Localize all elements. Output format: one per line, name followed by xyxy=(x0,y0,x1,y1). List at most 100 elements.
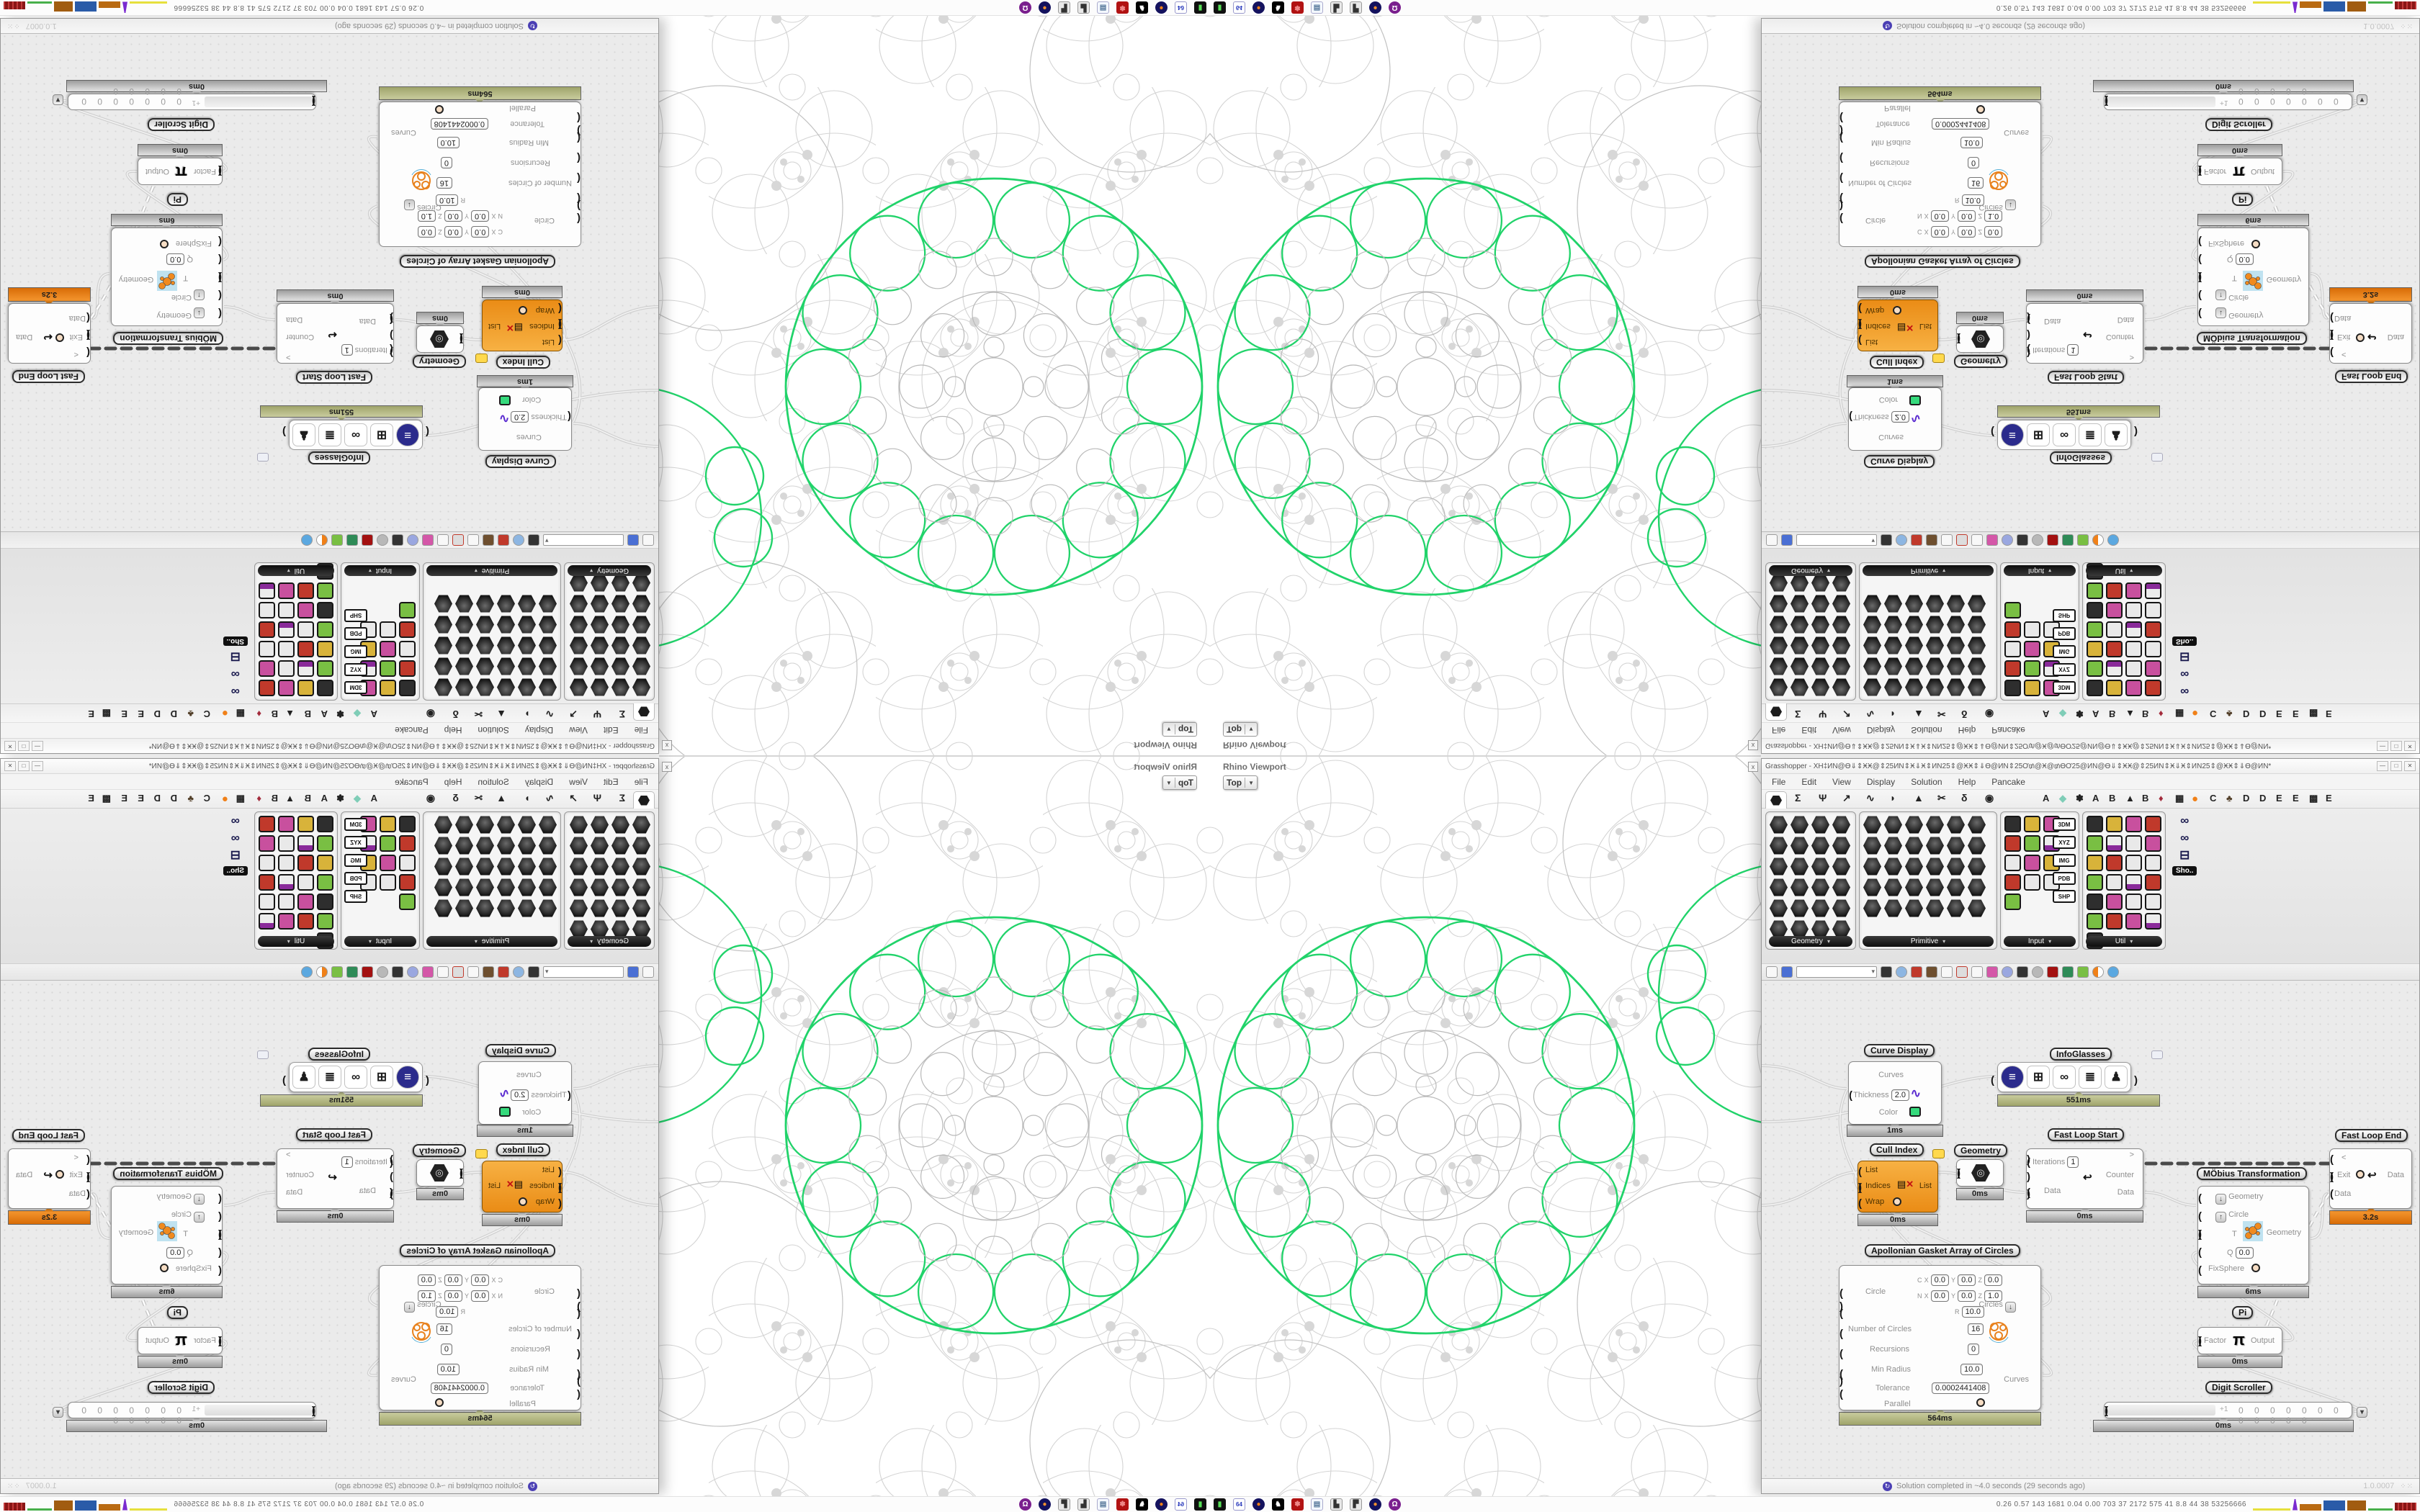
cull-index-component[interactable]: ((( List Indices Wrap ▤✕ List ) xyxy=(1857,300,1938,351)
taskbar-terminal-icon[interactable]: ▮ xyxy=(1214,1,1226,14)
tab-intersect-icon[interactable]: ✂ xyxy=(474,792,483,804)
component-icon[interactable] xyxy=(1770,574,1788,592)
component-icon[interactable] xyxy=(1811,636,1829,654)
component-icon[interactable] xyxy=(497,636,515,654)
group-label-input[interactable]: Input ▾ xyxy=(344,936,416,947)
rhino-viewport[interactable]: Rhino Viewport Top ▼ xyxy=(1210,756,1761,1496)
tab-plugin-d1[interactable]: D xyxy=(170,708,177,719)
tab-params[interactable] xyxy=(1765,791,1787,809)
component-icon[interactable] xyxy=(591,878,609,896)
component-label[interactable]: Pi xyxy=(166,193,188,206)
component-icon[interactable] xyxy=(539,858,557,876)
min-radius-value[interactable]: 10.0 xyxy=(1960,137,1984,148)
component-icon[interactable] xyxy=(399,835,416,852)
mobius-transformation-component[interactable]: ((((( ↓ Geometry ↑ Circle T Q 0.0 FixSph… xyxy=(2197,228,2309,326)
component-icon[interactable] xyxy=(632,816,650,834)
tab-intersect-icon[interactable]: ✂ xyxy=(1937,792,1946,804)
tab-transform-icon[interactable]: δ xyxy=(1961,792,1968,804)
component-icon[interactable] xyxy=(1968,657,1986,675)
component-icon[interactable] xyxy=(1884,636,1902,654)
tab-vector-icon[interactable]: ↗ xyxy=(1842,792,1851,804)
component-icon[interactable] xyxy=(632,574,650,592)
bottle-icon[interactable] xyxy=(2077,534,2089,546)
component-icon[interactable] xyxy=(317,680,333,696)
component-label[interactable]: Digit Scroller xyxy=(2205,1381,2272,1394)
menu-view[interactable]: View xyxy=(1832,776,1851,787)
tab-maths-icon[interactable]: Σ xyxy=(619,792,625,804)
component-icon[interactable] xyxy=(317,874,333,891)
warning-balloon-icon[interactable] xyxy=(475,1149,488,1158)
views-icon[interactable] xyxy=(528,966,539,978)
component-label[interactable]: MÖbius Transformation xyxy=(2197,1167,2307,1180)
component-label[interactable]: Fast Loop Start xyxy=(2048,371,2125,384)
component-icon[interactable] xyxy=(1811,678,1829,696)
component-icon[interactable] xyxy=(1926,595,1944,613)
balloons-icon[interactable] xyxy=(2002,966,2013,978)
menu-solution[interactable]: Solution xyxy=(1911,725,1942,736)
sphere-icon[interactable] xyxy=(2092,966,2104,978)
fast-loop-start-component[interactable]: (( Iterations 1 Data > Counter Data ↪ ))… xyxy=(2026,1148,2143,1209)
component-icon[interactable] xyxy=(1770,878,1788,896)
tab-plugin-diamond-icon[interactable]: ◆ xyxy=(2059,708,2066,719)
component-icon[interactable] xyxy=(539,899,557,917)
speech-bubble-icon[interactable] xyxy=(257,453,269,462)
jar-icon[interactable] xyxy=(2032,966,2043,978)
views-icon[interactable] xyxy=(1881,966,1892,978)
canvas[interactable]: Curve Display ( Curves Thickness 2.0 Col… xyxy=(1,981,658,1479)
digit-cells[interactable]: 0 0 0 0 0 0 0 0 0 0 0 0 xyxy=(2238,1405,2343,1426)
eye-icon[interactable] xyxy=(1896,966,1907,978)
eye-icon[interactable] xyxy=(1896,534,1907,546)
mobius-transformation-component[interactable]: ((((( ↓ Geometry ↑ Circle T Q 0.0 FixSph… xyxy=(2197,1186,2309,1284)
tab-plugin-b1[interactable]: B xyxy=(2109,708,2116,719)
component-icon[interactable] xyxy=(380,621,396,638)
component-icon[interactable] xyxy=(2145,835,2161,852)
component-icon[interactable] xyxy=(317,894,333,910)
taskbar-floppy-icon[interactable]: 64 xyxy=(1233,1,1245,14)
relay-icon[interactable]: ▾ xyxy=(2357,1407,2367,1418)
component-icon[interactable] xyxy=(278,641,295,657)
curve-display-component[interactable]: ( Curves Thickness 2.0 Color ∿ xyxy=(1848,387,1942,451)
mobius-transformation-component[interactable]: ((((( ↓ Geometry ↑ Circle T Q 0.0 FixSph… xyxy=(111,228,223,326)
package-icon[interactable] xyxy=(1986,966,1998,978)
component-icon[interactable] xyxy=(611,899,629,917)
component-icon[interactable] xyxy=(434,636,452,654)
scroller-track[interactable] xyxy=(2107,1405,2215,1416)
component-label[interactable]: Pi xyxy=(166,1306,188,1319)
relay-down-icon[interactable]: ↓ xyxy=(2005,199,2016,210)
component-icon[interactable] xyxy=(455,636,473,654)
component-icon[interactable] xyxy=(2106,855,2123,871)
component-icon[interactable] xyxy=(1791,878,1809,896)
tab-mesh-icon[interactable]: ▲ xyxy=(1914,792,1924,804)
component-icon[interactable] xyxy=(476,636,494,654)
component-icon[interactable] xyxy=(380,660,396,677)
component-label[interactable]: Fast Loop End xyxy=(2335,1129,2408,1142)
apollonian-gasket-component[interactable]: (((((( Circle C X 0.0 Y 0.0 Z 0.0 N X 0.… xyxy=(379,1265,581,1410)
recursions-value[interactable]: 0 xyxy=(1968,157,1980,168)
tab-curve-icon[interactable]: ∿ xyxy=(1866,792,1875,804)
component-icon[interactable] xyxy=(591,574,609,592)
component-icon[interactable] xyxy=(1905,636,1923,654)
fixsphere-toggle[interactable] xyxy=(160,240,169,248)
barrel-icon[interactable] xyxy=(362,966,373,978)
relay-icon[interactable]: ▾ xyxy=(53,94,63,105)
component-icon[interactable] xyxy=(632,616,650,634)
component-icon[interactable] xyxy=(1926,878,1944,896)
component-icon[interactable] xyxy=(259,582,275,599)
barrel-icon[interactable] xyxy=(362,534,373,546)
group-label-geometry[interactable]: Geometry ▾ xyxy=(1769,565,1852,576)
gha-icon[interactable] xyxy=(1956,534,1968,546)
door-icon[interactable] xyxy=(483,966,494,978)
goggles-icon[interactable]: ∞ xyxy=(344,423,367,446)
zoom-dropdown[interactable] xyxy=(543,966,624,978)
component-icon[interactable] xyxy=(1968,636,1986,654)
group-label-primitive[interactable]: Primitive ▾ xyxy=(1863,936,1994,947)
component-icon[interactable] xyxy=(1832,574,1850,592)
component-icon[interactable] xyxy=(317,835,333,852)
tab-mesh-icon[interactable]: ▲ xyxy=(1914,708,1924,720)
title-bar[interactable]: Grasshopper - XH‡ИN@Ө⇓⇕ӾӾ@⇕25ИN⇕Ӿ⇓Ӿ⇕ИN25… xyxy=(1,738,658,753)
color-swatch[interactable] xyxy=(1909,395,1921,405)
tab-plugin-b2[interactable]: B xyxy=(2142,793,2149,804)
tab-plugin-e3[interactable]: E xyxy=(88,793,94,804)
taskbar-floppy-icon[interactable]: 64 xyxy=(1175,1,1187,14)
scissors-icon[interactable] xyxy=(392,534,403,546)
